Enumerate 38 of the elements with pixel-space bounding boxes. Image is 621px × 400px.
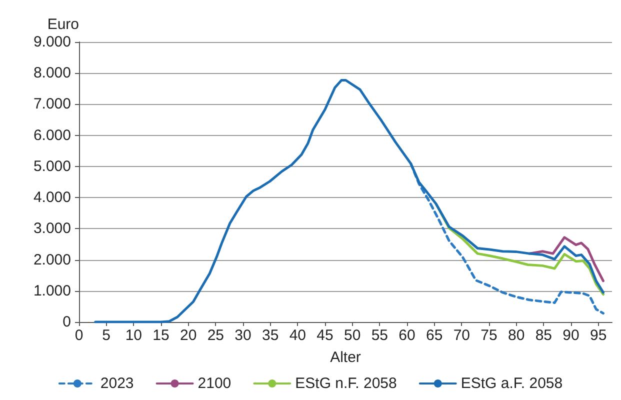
y-tick-label: 5.000 — [33, 158, 71, 175]
y-tick-label: 2.000 — [33, 251, 71, 268]
y-tick-label: 3.000 — [33, 220, 71, 238]
y-tick-label: 8.000 — [33, 64, 71, 82]
line-series — [94, 79, 605, 324]
legend-label: EStG n.F. 2058 — [295, 375, 397, 392]
y-axis-title: Euro — [47, 16, 79, 33]
x-tick-label: 55 — [371, 327, 388, 344]
x-tick-label: 30 — [234, 327, 252, 344]
x-tick-label: 25 — [207, 327, 224, 344]
x-tick-label: 70 — [453, 327, 470, 344]
y-tick-label: 6.000 — [33, 126, 71, 144]
y-tick-label: 7.000 — [33, 96, 71, 113]
x-tick-label: 95 — [590, 327, 607, 344]
x-tick-label: 15 — [152, 327, 170, 344]
legend-label: EStG a.F. 2058 — [460, 375, 563, 392]
legend-label: 2100 — [198, 375, 232, 392]
x-tick-label: 5 — [102, 327, 111, 344]
x-tick-label: 40 — [289, 327, 306, 344]
x-tick-label: 20 — [180, 327, 197, 344]
x-tick-label: 60 — [398, 327, 416, 344]
x-axis-title: Alter — [330, 349, 361, 366]
x-tick-label: 0 — [74, 327, 84, 344]
x-tick-label: 90 — [562, 327, 580, 344]
y-tick-label: 4.000 — [33, 189, 71, 206]
x-tick-label: 65 — [426, 327, 443, 344]
y-tick-label: 0 — [62, 314, 71, 330]
x-tick-label: 45 — [316, 327, 334, 344]
x-tick-label: 10 — [125, 327, 142, 344]
legend-label: 2023 — [100, 375, 134, 392]
line-series — [528, 236, 605, 282]
x-tick-label: 85 — [535, 327, 552, 344]
y-tick-label: 9.000 — [33, 34, 71, 50]
x-tick-label: 50 — [344, 327, 361, 344]
x-tick-label: 35 — [262, 327, 279, 344]
y-tick-label: 1.000 — [33, 282, 71, 300]
x-tick-label: 80 — [508, 327, 525, 344]
x-tick-label: 75 — [480, 327, 498, 344]
